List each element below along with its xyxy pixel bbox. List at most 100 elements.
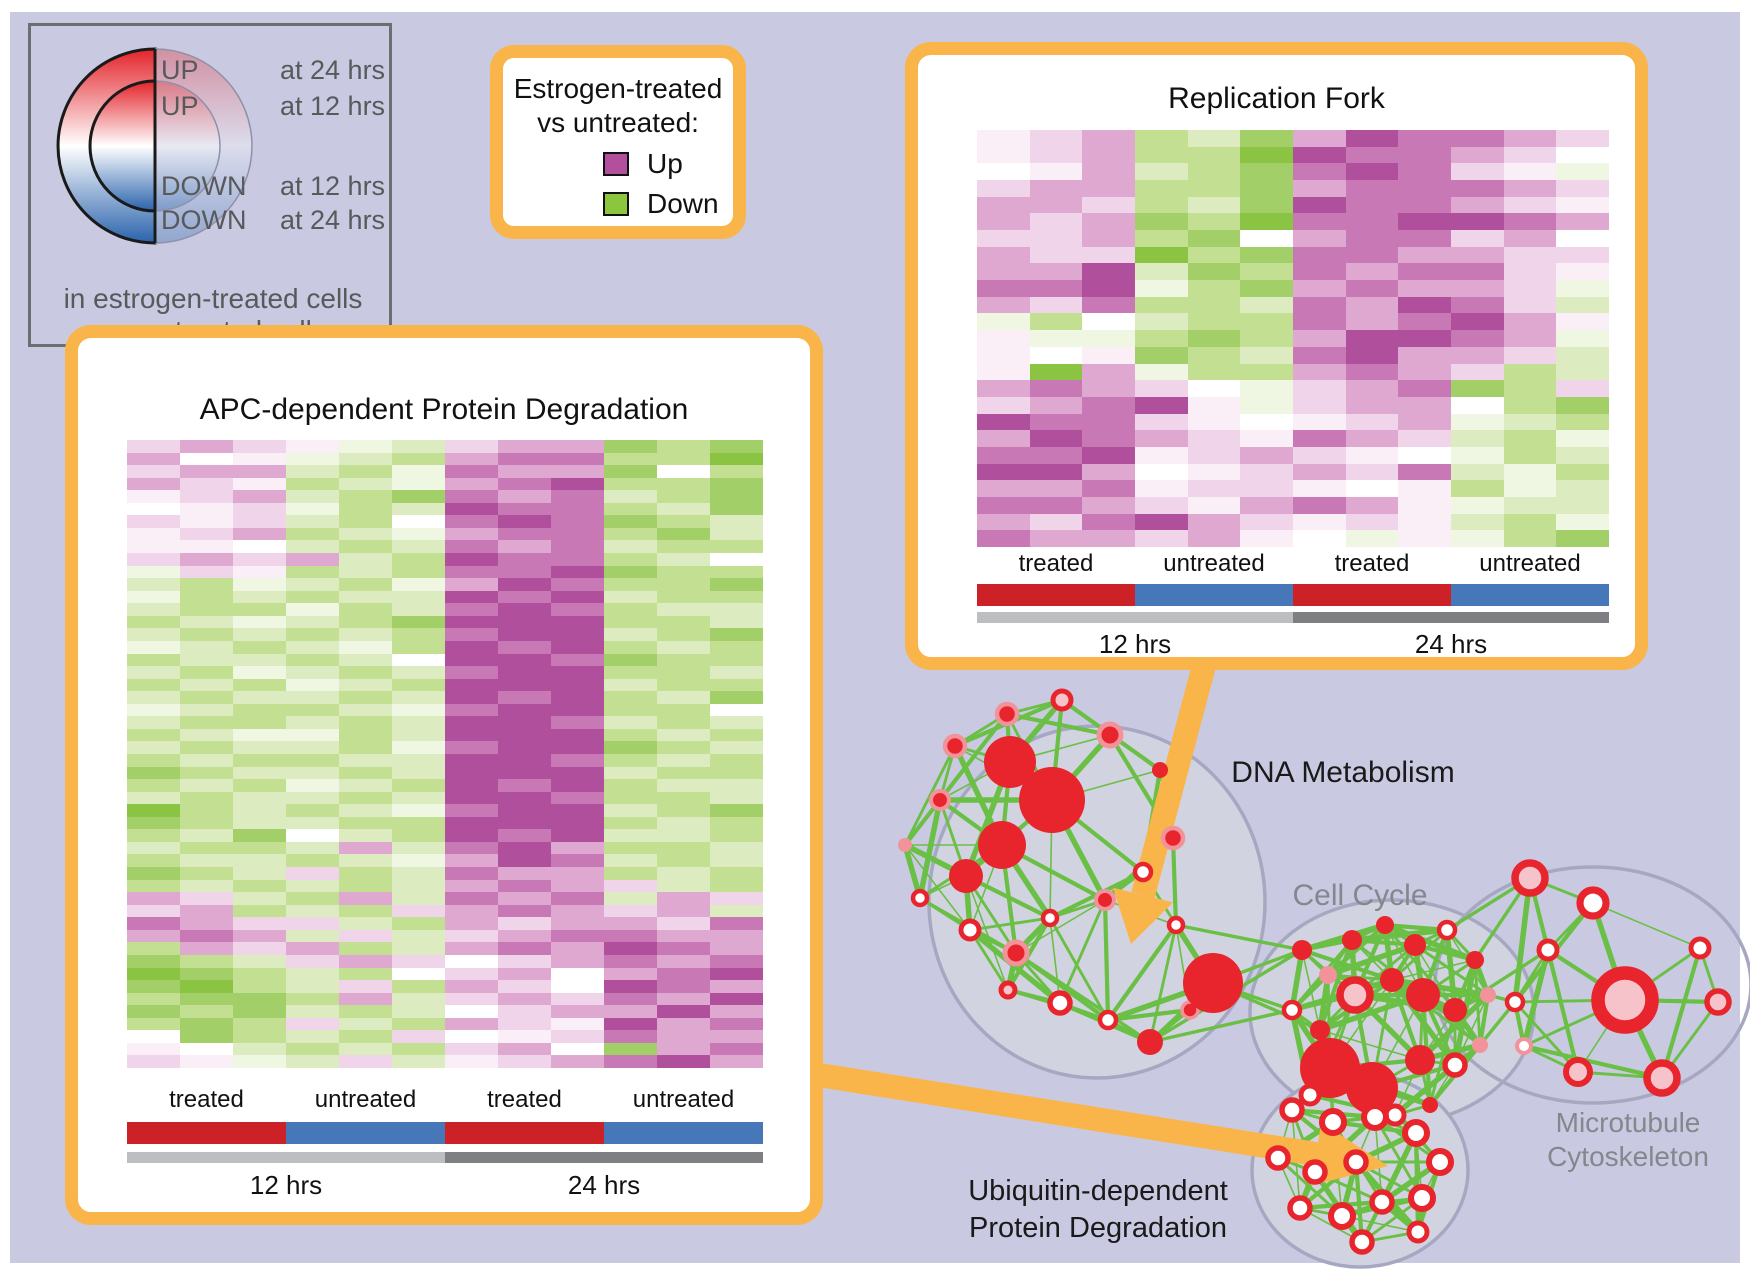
heatmap-cell <box>392 578 445 591</box>
heatmap-cell <box>604 879 657 893</box>
heatmap-cell <box>127 904 180 918</box>
heatmap-cell <box>1345 330 1399 347</box>
heatmap-cell <box>180 892 233 905</box>
heatmap-cell <box>657 917 710 930</box>
heatmap-cell <box>710 640 763 654</box>
heatmap-cell <box>339 490 392 503</box>
heatmap-cell <box>1029 313 1083 331</box>
heatmap-cell <box>1398 130 1451 147</box>
heatmap-cell <box>233 929 286 943</box>
condition-bar <box>1451 584 1609 606</box>
heatmap-cell <box>127 741 180 754</box>
heatmap-cell <box>1135 263 1188 281</box>
heatmap-cell <box>1029 513 1083 531</box>
heatmap-cell <box>1082 213 1135 231</box>
heatmap-cell <box>657 879 710 893</box>
heatmap-cell <box>392 942 445 955</box>
heatmap-cell <box>127 791 180 805</box>
heatmap-cell <box>339 716 392 729</box>
heatmap-cell <box>1556 146 1609 164</box>
heatmap-cell <box>710 804 763 817</box>
heatmap-cell <box>657 465 710 478</box>
heatmap-cell <box>180 854 233 868</box>
heatmap-cell <box>1293 230 1346 247</box>
heatmap-cell <box>180 565 233 579</box>
heatmap-cell <box>1082 463 1135 481</box>
heatmap-cell <box>551 929 604 943</box>
heatmap-cell <box>233 816 286 830</box>
heatmap-cell <box>286 653 339 667</box>
heatmap-cell <box>551 754 604 767</box>
heatmap-cell <box>710 980 763 993</box>
heatmap-cell <box>1398 446 1451 464</box>
heatmap-cell <box>339 527 392 541</box>
heatmap-cell <box>392 515 445 528</box>
heatmap-cell <box>657 980 710 993</box>
heatmap-cell <box>127 691 180 704</box>
heatmap-cell <box>392 452 445 466</box>
heatmap-cell <box>1293 213 1346 231</box>
heatmap-cell <box>977 346 1030 364</box>
heatmap-cell <box>1240 196 1293 214</box>
gene-node-microtubule-cytoskeleton <box>1643 1059 1681 1097</box>
network-edge <box>1391 977 1489 998</box>
heatmap-cell <box>233 465 286 478</box>
legend-up-24-time: at 24 hrs <box>280 55 385 85</box>
condition-bar <box>445 1122 604 1144</box>
time-label: 12 hrs <box>249 1170 323 1200</box>
heatmap-cell <box>551 527 604 541</box>
heatmap-cell <box>657 829 710 842</box>
heatmap-cell <box>1398 513 1451 531</box>
network-edge <box>1418 993 1490 1062</box>
heatmap-cell <box>977 146 1030 164</box>
heatmap-cell <box>286 904 339 918</box>
gene-node-ubiquitin <box>1349 1229 1375 1255</box>
heatmap-cell <box>710 929 763 943</box>
heatmap-cell <box>1135 496 1188 514</box>
heatmap-cell <box>392 1055 445 1068</box>
estrogen-legend-title-line2: vs untreated: <box>537 107 699 138</box>
heatmap-cell <box>551 967 604 981</box>
heatmap-cell <box>1293 413 1346 431</box>
heatmap-cell <box>233 540 286 554</box>
heatmap-cell <box>1451 180 1504 197</box>
gene-node-dna-metabolism <box>942 733 968 759</box>
gene-node-cell-cycle <box>1342 930 1362 950</box>
heatmap-cell <box>604 841 657 855</box>
heatmap-cell <box>1082 313 1135 331</box>
heatmap-cell <box>286 816 339 830</box>
heatmap-cell <box>286 741 339 754</box>
heatmap-cell <box>657 992 710 1006</box>
heatmap-cell <box>1135 413 1188 431</box>
heatmap-cell <box>498 703 551 717</box>
heatmap-cell <box>286 615 339 629</box>
heatmap-cell <box>392 917 445 930</box>
heatmap-cell <box>233 917 286 930</box>
heatmap-cell <box>1135 146 1188 164</box>
time-label: 12 hrs <box>1098 629 1172 659</box>
heatmap-cell <box>1293 280 1346 297</box>
heatmap-cell <box>392 1005 445 1018</box>
heatmap-cell <box>498 929 551 943</box>
network-bridge-edge <box>1149 1008 1293 1044</box>
gene-node-cell-cycle <box>1376 916 1394 934</box>
heatmap-cell <box>233 942 286 955</box>
heatmap-cell <box>233 440 286 453</box>
heatmap-cell <box>604 829 657 842</box>
legend-up-24-dir: UP <box>161 55 199 85</box>
heatmap-cell <box>286 917 339 930</box>
network-edge <box>1102 899 1111 1021</box>
heatmap-cell <box>127 603 180 616</box>
heatmap-cell <box>1135 430 1188 447</box>
heatmap-cell <box>657 490 710 503</box>
heatmap-cell <box>339 565 392 579</box>
heatmap-cell <box>445 465 498 478</box>
heatmap-cell <box>1240 346 1293 364</box>
gene-node-ubiquitin <box>1318 1107 1348 1137</box>
heatmap-cell <box>710 678 763 692</box>
heatmap-cell <box>392 779 445 792</box>
gene-node-cell-cycle <box>1422 1097 1438 1113</box>
gene-node-dna-metabolism <box>1160 825 1186 851</box>
heatmap-cell <box>233 1030 286 1043</box>
heatmap-cell <box>1082 196 1135 214</box>
